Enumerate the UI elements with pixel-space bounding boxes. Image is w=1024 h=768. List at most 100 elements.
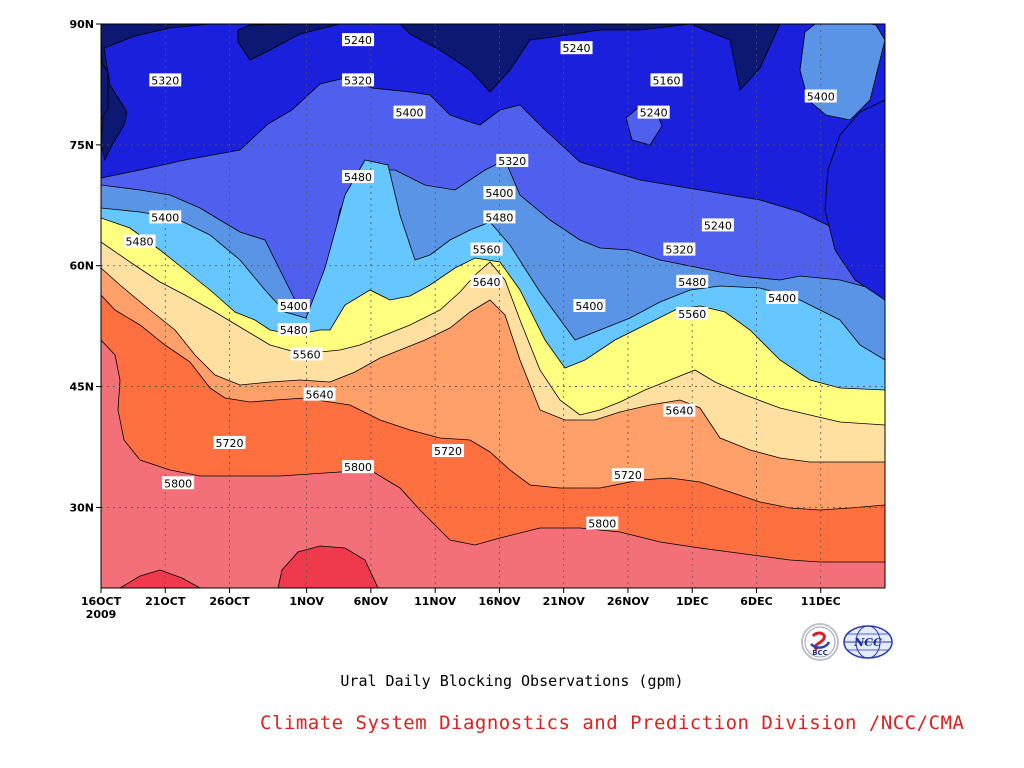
contour-label-text: 5400 (280, 300, 308, 313)
x-tick-label: 16NOV (478, 595, 521, 608)
contour-label-box (650, 73, 683, 87)
plot-frame (100, 23, 886, 589)
contour-label-text: 5400 (807, 91, 835, 104)
contour-label-box (560, 41, 593, 55)
contour-label-text: 5560 (473, 244, 501, 257)
x-axis: 16OCT 21OCT 26OCT 1NOV 6NOV 11NOV 16NOV 21NOV 26… (81, 588, 841, 621)
contour-line-5480 (101, 217, 885, 391)
contour-label-box (277, 299, 310, 312)
x-tick-label: 16OCT (81, 595, 122, 608)
contour-line-5240 (101, 77, 885, 269)
x-tick-label: 6DEC (740, 595, 772, 608)
contour-label-text: 5400 (768, 292, 796, 305)
x-year-label: 2009 (86, 608, 117, 621)
contour-label-box (496, 153, 529, 167)
contour-label-text: 5480 (678, 276, 706, 289)
x-tick-label: 11DEC (801, 595, 841, 608)
contour-label-5800: 5800 (342, 460, 375, 474)
contour-label-5400: 5400 (149, 210, 182, 224)
y-tick-label: 30N (69, 501, 94, 514)
contour-label-text: 5800 (164, 477, 192, 490)
contour-label-5400: 5400 (277, 299, 310, 313)
contour-label-box (123, 234, 156, 248)
contour-label-box (804, 89, 837, 103)
y-tick-label: 60N (69, 260, 94, 273)
contour-label-box (483, 186, 516, 200)
contour-label-box (213, 435, 246, 449)
contour-island-4 (824, 99, 885, 301)
contour-island-0 (399, 24, 781, 93)
contour-label-5640: 5640 (663, 403, 696, 418)
contour-label-5400: 5400 (393, 105, 426, 120)
x-tick-label: 21NOV (543, 595, 586, 608)
contour-label-5720: 5720 (432, 444, 465, 458)
contour-label-5800: 5800 (586, 516, 619, 531)
y-tick-label: 75N (69, 139, 94, 152)
y-axis: 30N 45N 60N 75N 90N (69, 18, 101, 514)
contour-label-box (676, 307, 709, 321)
contour-label-box (676, 274, 709, 288)
x-tick-label: 21OCT (145, 595, 186, 608)
contour-label-text: 5240 (344, 34, 372, 47)
contour-label-5320: 5320 (663, 242, 696, 257)
contour-line-5640 (101, 267, 885, 463)
contour-island-2 (101, 61, 109, 121)
contour-label-5480: 5480 (123, 234, 156, 249)
x-tick-label: 11NOV (414, 595, 457, 608)
contour-label-text: 5320 (665, 244, 693, 257)
contour-label-5240: 5240 (342, 33, 375, 47)
contour-label-box (393, 105, 426, 119)
contour-label-5240: 5240 (560, 41, 593, 55)
contour-label-text: 5640 (665, 405, 693, 418)
contour-line-5560 (101, 241, 885, 426)
chart-title: Ural Daily Blocking Observations (gpm) (340, 672, 684, 690)
contour-label-box (149, 210, 182, 224)
contour-label-box (766, 290, 799, 304)
contour-label-box (277, 323, 310, 337)
contour-label-5320: 5320 (149, 73, 182, 87)
contour-label-5560: 5560 (676, 307, 709, 321)
credit-line: Climate System Diagnostics and Predictio… (260, 712, 965, 734)
contour-label-text: 5400 (151, 211, 179, 224)
contour-label-5240: 5240 (637, 105, 670, 120)
contour-label-box (303, 387, 336, 401)
contour-label-box (470, 274, 503, 288)
x-tick-label: 26OCT (209, 595, 250, 608)
contour-label-text: 5800 (588, 518, 616, 531)
contour-label-box (162, 476, 195, 490)
contour-label-box (149, 73, 182, 87)
grid-lines (101, 24, 885, 588)
contour-label-5400: 5400 (573, 299, 606, 313)
contour-label-box (483, 210, 516, 224)
contour-label-5480: 5480 (342, 170, 375, 184)
contour-label-box (470, 242, 503, 256)
contour-label-5320: 5320 (496, 153, 529, 168)
contour-label-box (342, 170, 375, 184)
contour-label-box (586, 516, 619, 530)
bcc-logo-icon: BCC (801, 623, 839, 661)
contour-label-5640: 5640 (303, 387, 336, 402)
contour-label-5400: 5400 (804, 89, 837, 104)
contour-label-text: 5640 (473, 276, 501, 289)
contour-label-5560: 5560 (470, 242, 503, 257)
contour-label-box (611, 468, 644, 482)
bcc-logo-text: BCC (812, 649, 828, 657)
contour-label-5720: 5720 (611, 468, 644, 482)
contour-island-1 (237, 24, 341, 61)
contour-label-text: 5320 (498, 155, 526, 168)
contour-label-box (290, 347, 323, 361)
y-tick-label: 45N (69, 381, 94, 394)
contour-labels: 5240 5320 5320 5240 5160 5240 5400 5400 5320 5480… (123, 33, 837, 531)
contour-label-box (663, 403, 696, 417)
contour-label-text: 5560 (678, 308, 706, 321)
contour-label-box (663, 242, 696, 256)
x-tick-label: 6NOV (354, 595, 389, 608)
contour-label-5320: 5320 (342, 73, 375, 87)
contour-label-box (342, 33, 375, 47)
contour-label-5240: 5240 (701, 218, 734, 232)
contour-island-9 (119, 569, 201, 588)
contour-label-box (342, 460, 375, 474)
contour-line-5800 (101, 339, 885, 563)
contour-label-5480: 5480 (277, 323, 310, 337)
